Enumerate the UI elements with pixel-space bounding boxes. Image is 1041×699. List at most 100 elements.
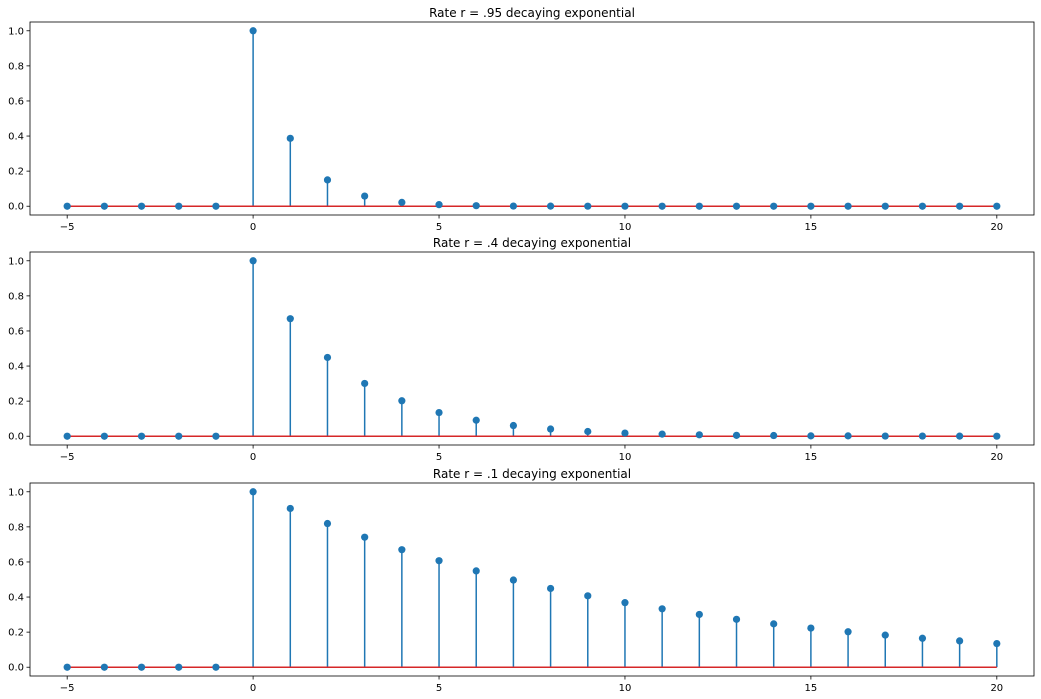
x-tick-label: 15 [805,683,818,694]
y-tick-label: 0.6 [8,557,24,568]
stem-marker [137,202,146,210]
stem-marker [807,202,815,210]
plot-area: −5 0 5 10 15 20 0.0 0.2 0.4 0.6 0.8 1.0 [8,482,1035,694]
x-tick-label: 10 [619,222,632,233]
stem-marker [770,431,778,440]
y-tick-label: 1.0 [8,26,24,37]
x-tick-label: 0 [250,452,256,463]
stem-marker [435,557,443,565]
y-tick-label: 0.2 [8,397,24,408]
stem-marker [249,488,257,496]
stem-marker [286,134,294,142]
stem-marker [695,610,703,619]
stem-marker [137,432,146,440]
stem-marker [956,202,964,210]
x-tick-label: 10 [619,452,632,463]
x-tick-label: 20 [990,683,1003,694]
stem-marker [844,202,852,210]
stem-marker [175,663,183,671]
axes-frame [29,21,1035,216]
y-tick-label: 0.4 [8,132,24,143]
x-tick-label: −5 [60,222,75,233]
x-tick-label: 15 [805,452,818,463]
stem-marker [658,605,666,613]
stem-marker [361,192,369,200]
x-tick-label: 5 [436,452,442,463]
stem-marker [807,624,815,632]
subplot-r-0-4: Rate r = .4 decaying exponential −5 0 5 10 1… [8,236,1035,463]
stem-marker [695,202,703,210]
y-tick-label: 0.4 [8,362,24,373]
plot-area: −5 0 5 10 15 20 0.0 0.2 0.4 0.6 0.8 1.0 [8,21,1035,233]
stem-marker [398,546,406,554]
stem-marker [509,421,518,430]
x-tick-label: 0 [250,222,256,233]
y-tick-label: 0.0 [8,432,24,443]
stem-marker [881,432,889,440]
stem-marker [658,430,666,438]
stem-marker [323,353,332,362]
stem-marker [918,202,927,210]
y-tick-label: 0.8 [8,61,24,72]
stem-marker [546,425,555,433]
x-tick-label: 0 [250,683,256,694]
y-tick-label: 0.8 [8,291,24,302]
stem-marker [993,432,1001,440]
stem-marker [398,198,406,206]
stem-marker [881,631,889,639]
stem-marker [732,431,741,439]
stem-marker [509,576,518,584]
x-tick-label: −5 [60,683,75,694]
stem-marker [249,257,257,265]
stem-marker [770,202,778,210]
stem-marker [844,628,852,636]
axes-frame [29,482,1035,677]
stem-marker [100,663,108,671]
stem-marker [212,663,220,671]
stem-marker [509,202,518,210]
stem-marker [472,567,480,575]
stem-marker [584,427,592,436]
stem-marker [63,663,71,671]
stem-marker [212,202,220,210]
stem-marker [584,592,592,600]
stem-marker [286,504,294,513]
stem-marker [770,620,778,628]
stem-marker [472,202,480,210]
stem-marker [956,432,964,440]
subplot-r-0-95: Rate r = .95 decaying exponential −5 0 5 10… [8,6,1035,233]
y-tick-label: 1.0 [8,487,24,498]
stem-marker [546,584,555,593]
stem-marker [732,615,741,623]
stem-marker [807,432,815,440]
subplot-title: Rate r = .4 decaying exponential [433,236,631,250]
stem-marker [732,202,741,210]
stem-marker [137,663,146,671]
stem-marker [546,202,555,210]
stem-marker [658,202,666,210]
x-tick-label: 20 [990,452,1003,463]
subplot-r-0-1: Rate r = .1 decaying exponential −5 0 5 10 1… [8,467,1035,694]
stem-marker [918,432,927,440]
plot-area: −5 0 5 10 15 20 0.0 0.2 0.4 0.6 0.8 1.0 [8,251,1035,463]
stem-marker [323,519,332,528]
stem-marker [695,431,703,439]
stem-marker [956,637,964,645]
y-tick-label: 0.0 [8,663,24,674]
x-tick-label: −5 [60,452,75,463]
stem-marker [175,202,183,210]
stem-marker [398,397,406,405]
x-tick-label: 20 [990,222,1003,233]
stem-marker [993,202,1001,210]
stem-marker [323,176,332,184]
x-tick-label: 10 [619,683,632,694]
y-tick-label: 1.0 [8,256,24,267]
stem-marker [584,202,592,210]
stem-marker [435,201,443,209]
stem-marker [881,202,889,210]
stem-marker [844,432,852,440]
y-tick-label: 0.2 [8,167,24,178]
y-tick-label: 0.0 [8,202,24,213]
y-tick-label: 0.6 [8,326,24,337]
